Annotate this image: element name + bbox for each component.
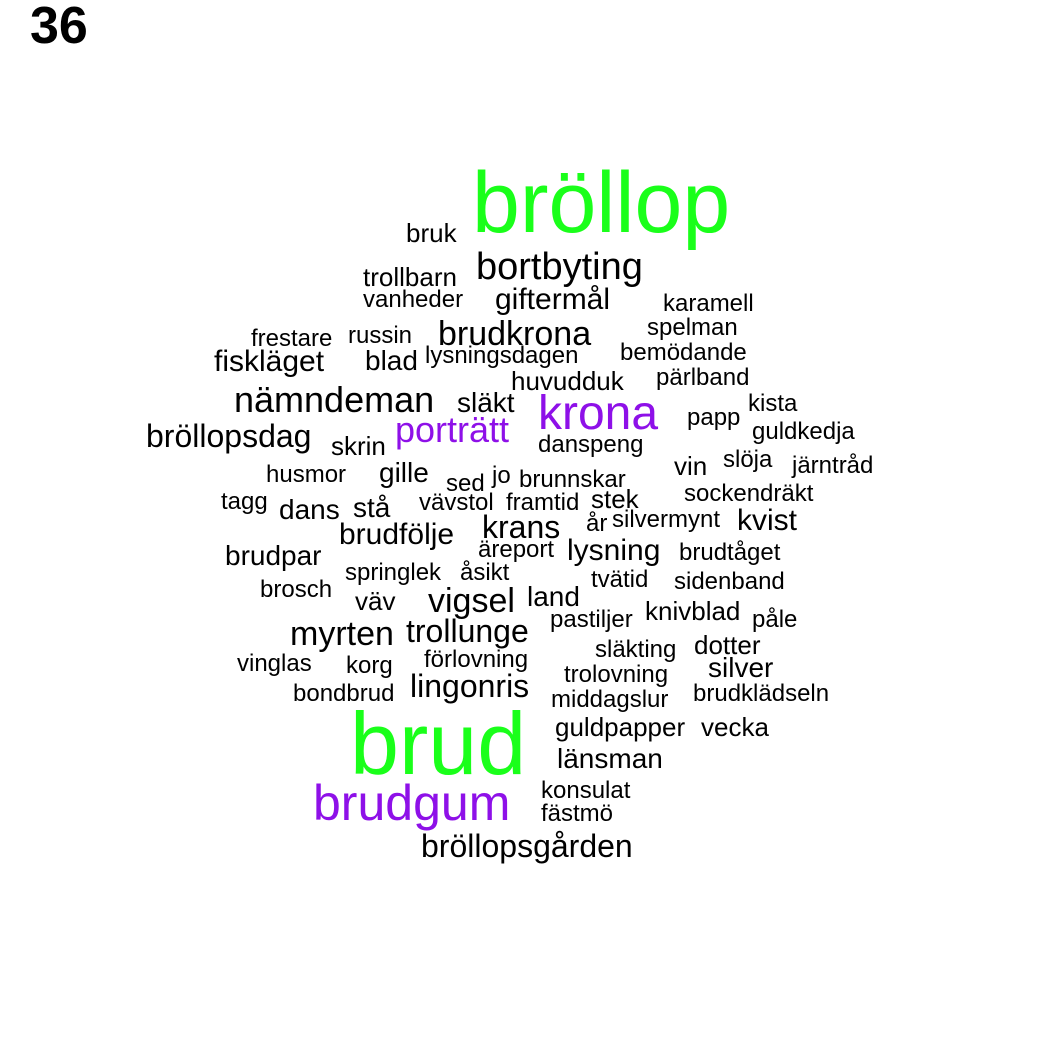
- cloud-word: dotter: [694, 630, 761, 660]
- cloud-word: släkting: [595, 636, 677, 663]
- cloud-word: gille: [379, 457, 429, 488]
- cloud-word: bruk: [406, 218, 457, 248]
- cloud-word: lingonris: [410, 668, 530, 704]
- cloud-word: fästmö: [541, 800, 614, 827]
- cloud-word: brudtåget: [679, 539, 781, 566]
- cloud-word: påle: [752, 606, 798, 633]
- cloud-word: spelman: [647, 314, 738, 341]
- cloud-word: bemödande: [620, 339, 747, 366]
- cloud-word: brosch: [260, 576, 333, 603]
- cloud-word: sockendräkt: [684, 480, 814, 507]
- cloud-word: nämndeman: [234, 379, 435, 420]
- cloud-word: förlovning: [424, 646, 529, 673]
- cloud-word: myrten: [290, 615, 394, 653]
- cloud-word: pärlband: [656, 364, 750, 391]
- cloud-word: pastiljer: [550, 606, 633, 633]
- cloud-word: springlek: [345, 559, 442, 586]
- cloud-word: stå: [353, 492, 391, 523]
- cloud-word: släkt: [457, 387, 515, 418]
- cloud-word: krona: [538, 387, 659, 440]
- cloud-word: papp: [687, 404, 741, 431]
- cloud-word: silver: [708, 652, 774, 683]
- page-number-label: 36: [30, 0, 88, 55]
- cloud-word: lysning: [567, 534, 661, 567]
- cloud-word: bröllopsgården: [421, 828, 633, 864]
- cloud-word: middagslur: [551, 686, 669, 713]
- cloud-word: bröllopsdag: [146, 418, 312, 454]
- cloud-word: slöja: [723, 446, 773, 473]
- cloud-word: land: [527, 581, 580, 612]
- cloud-word: silvermynt: [612, 506, 721, 533]
- cloud-word: russin: [348, 322, 413, 349]
- cloud-word: bondbrud: [293, 680, 395, 707]
- cloud-word: trollbarn: [363, 262, 457, 292]
- cloud-word: trolovning: [564, 661, 669, 688]
- cloud-word: lysningsdagen: [425, 342, 579, 369]
- cloud-word: vin: [674, 451, 708, 481]
- cloud-word: frestare: [251, 325, 333, 352]
- cloud-word: danspeng: [538, 431, 644, 458]
- cloud-word: brudpar: [225, 540, 322, 571]
- cloud-word: guldkedja: [752, 418, 855, 445]
- cloud-word: brud: [350, 694, 527, 793]
- cloud-word: brudklädseln: [693, 680, 830, 707]
- cloud-word: husmor: [266, 461, 347, 488]
- cloud-word: blad: [365, 345, 418, 376]
- cloud-word: brunnskar: [519, 466, 626, 493]
- cloud-word: karamell: [663, 290, 754, 317]
- cloud-word: sidenband: [674, 568, 785, 595]
- cloud-word: stek: [591, 484, 639, 514]
- cloud-word: sed: [446, 470, 485, 497]
- cloud-word: väv: [355, 586, 396, 616]
- cloud-word: bröllop: [472, 155, 731, 251]
- cloud-word: dans: [279, 494, 340, 525]
- cloud-word: vanheder: [363, 286, 464, 313]
- cloud-word: konsulat: [541, 777, 631, 804]
- cloud-word: knivblad: [645, 596, 741, 626]
- cloud-word: år: [586, 510, 608, 537]
- cloud-word: brudfölje: [339, 518, 455, 551]
- cloud-word: krans: [482, 509, 561, 545]
- cloud-word: bortbyting: [476, 246, 643, 288]
- cloud-word: guldpapper: [555, 712, 686, 742]
- cloud-word: skrin: [331, 431, 386, 461]
- cloud-word: jo: [492, 462, 511, 489]
- cloud-word: huvudduk: [511, 366, 624, 396]
- cloud-word: vecka: [701, 712, 769, 742]
- cloud-word: giftermål: [495, 283, 611, 316]
- cloud-word: länsman: [557, 743, 663, 774]
- cloud-word: vigsel: [428, 582, 515, 620]
- cloud-word: vinglas: [237, 650, 312, 677]
- cloud-word: tagg: [221, 488, 268, 515]
- cloud-word: äreport: [478, 536, 555, 563]
- cloud-word: åsikt: [460, 559, 510, 586]
- cloud-word: vävstol: [419, 489, 494, 516]
- cloud-word: fiskläget: [214, 345, 325, 378]
- cloud-word: brudkrona: [438, 315, 592, 353]
- cloud-word: brudgum: [313, 775, 511, 831]
- cloud-word: kvist: [737, 504, 797, 537]
- cloud-word: tvätid: [591, 566, 649, 593]
- cloud-word: järntråd: [792, 452, 874, 479]
- cloud-word: korg: [346, 652, 393, 679]
- cloud-word: kista: [748, 390, 798, 417]
- cloud-word: porträtt: [395, 409, 510, 450]
- cloud-word: trollunge: [406, 613, 529, 649]
- cloud-word: framtid: [506, 489, 580, 516]
